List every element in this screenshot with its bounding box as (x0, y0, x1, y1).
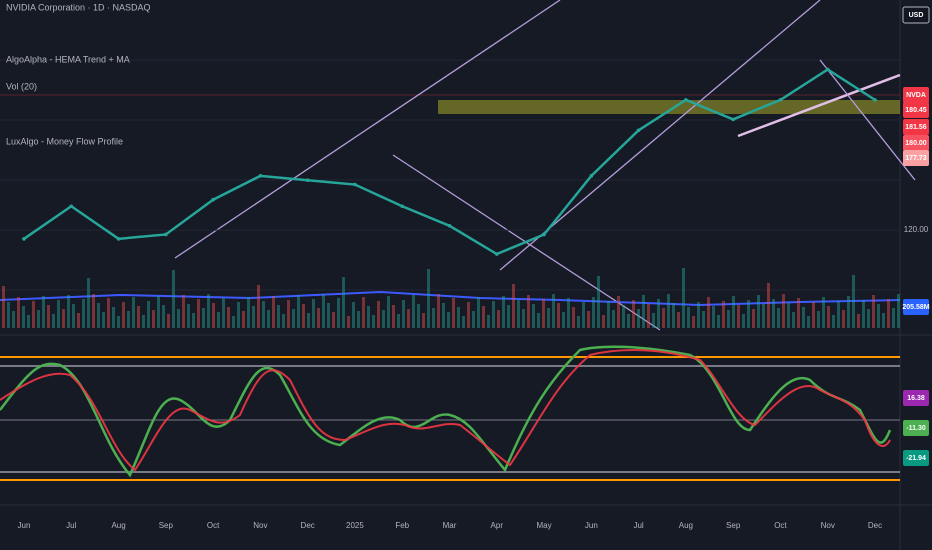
x-tick-label: Jun (585, 521, 598, 530)
price-point (731, 117, 735, 122)
x-tick-label: Jun (18, 521, 31, 530)
price-point (211, 197, 215, 202)
price-point (684, 98, 688, 102)
price-label: -21.94 (906, 455, 926, 462)
indicator-legend: AlgoAlpha - HEMA Trend + MA (6, 54, 130, 64)
x-tick-label: Jul (66, 521, 76, 530)
price-label: USD (909, 12, 924, 19)
indicator-legend: LuxAlgo - Money Flow Profile (6, 136, 123, 146)
price-label-box (903, 150, 929, 166)
price-label: 177.73 (905, 155, 927, 162)
price-point (589, 174, 594, 178)
price-label-box (903, 87, 929, 103)
price-label: 16.38 (907, 395, 925, 402)
price-label: 180.00 (905, 140, 927, 147)
y-tick-label: 120.00 (904, 225, 929, 234)
x-tick-label: Aug (679, 521, 693, 530)
x-tick-label: 2025 (346, 521, 364, 530)
oscillator (0, 345, 900, 481)
x-tick-label: Dec (301, 521, 315, 530)
price-point (305, 178, 310, 182)
x-tick-label: Sep (159, 521, 174, 530)
grid (0, 59, 900, 291)
price-label: 181.56 (905, 124, 927, 131)
price-label: -11.30 (906, 425, 926, 432)
price-label: 205.58M (902, 304, 929, 311)
x-tick-label: Mar (443, 521, 457, 530)
indicator-legend: Vol (20) (6, 81, 37, 91)
price-point (778, 98, 783, 102)
price-point (494, 252, 499, 256)
x-tick-label: Jul (633, 521, 643, 530)
price-label-box (903, 135, 929, 151)
price-label-box (903, 102, 929, 118)
chart-title: NVIDIA Corporation · 1D · NASDAQ (6, 2, 151, 12)
volume-bars (2, 268, 900, 328)
volume-ma (0, 290, 901, 307)
price-point (400, 204, 405, 209)
price-label-box (902, 6, 930, 24)
price-point (69, 204, 74, 209)
x-tick-label: Oct (207, 521, 220, 530)
price-label-box (903, 450, 929, 466)
price-point (22, 237, 26, 241)
price-label: 180.45 (905, 107, 927, 114)
x-tick-label: Aug (111, 521, 125, 530)
x-tick-label: Sep (726, 521, 741, 530)
price-point (258, 174, 263, 178)
x-tick-label: Oct (774, 521, 787, 530)
price-point (825, 67, 830, 72)
x-tick-label: Nov (253, 521, 267, 530)
price-label-box (903, 119, 929, 135)
price-point (353, 182, 357, 187)
price-point (116, 237, 121, 241)
x-tick-label: Apr (491, 521, 504, 530)
price-point (873, 98, 877, 102)
price-label-box (903, 390, 929, 406)
price-point (164, 232, 168, 237)
price-point (447, 223, 452, 228)
price-point (636, 128, 641, 133)
price-label-box (903, 299, 929, 315)
x-tick-label: Nov (821, 521, 835, 530)
price-label-box (903, 420, 929, 436)
x-tick-label: Dec (868, 521, 882, 530)
x-tick-label: Feb (395, 521, 409, 530)
price-point (542, 232, 546, 237)
price-label: NVDA (906, 92, 926, 99)
x-tick-label: May (536, 521, 551, 530)
